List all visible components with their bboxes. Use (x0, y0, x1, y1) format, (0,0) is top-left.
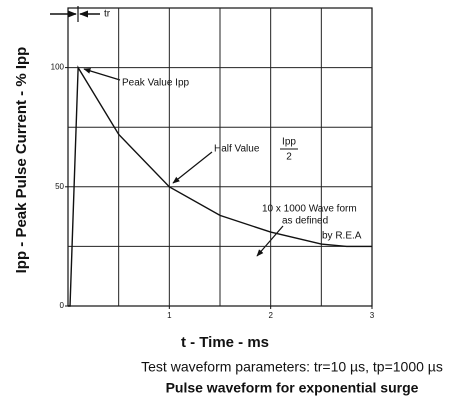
x-tick-label: 1 (167, 311, 172, 320)
y-tick-label: 50 (55, 182, 64, 191)
y-tick-label: 100 (51, 63, 65, 72)
annotation: 2 (286, 152, 292, 163)
y-tick-label: 0 (60, 301, 65, 310)
annotation: as defined (282, 216, 328, 227)
annotation: tr (104, 9, 111, 20)
x-tick-label: 3 (370, 311, 375, 320)
annotation-arrow (256, 225, 284, 257)
x-tick-label: 2 (268, 311, 273, 320)
annotation: Ipp (282, 137, 296, 148)
annotation: by R.E.A (322, 231, 362, 242)
annotation: 10 x 1000 Wave form (262, 204, 357, 215)
annotation: Half Value (214, 144, 260, 155)
subtitle: Test waveform parameters: tr=10 µs, tp=1… (141, 359, 443, 375)
chart-title: Pulse waveform for exponential surge (166, 380, 419, 396)
data-line (68, 65, 372, 307)
annotation-arrow (83, 68, 121, 81)
y-axis-label: Ipp - Peak Pulse Current - % Ipp (13, 47, 30, 274)
x-axis-label: t - Time - ms (181, 334, 269, 351)
annotation-arrow (172, 151, 213, 184)
annotation: Peak Value Ipp (122, 78, 190, 89)
